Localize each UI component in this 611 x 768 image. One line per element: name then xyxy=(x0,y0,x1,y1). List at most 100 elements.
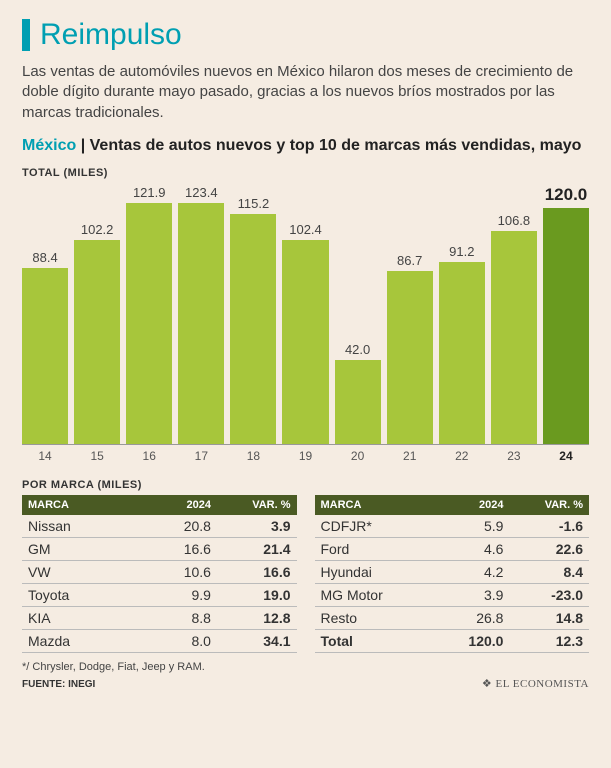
cell-val: 26.8 xyxy=(424,610,504,626)
bar-value-label: 106.8 xyxy=(498,213,531,228)
subtitle: México | Ventas de autos nuevos y top 10… xyxy=(22,137,589,155)
cell-brand: CDFJR* xyxy=(321,518,424,534)
bar-17: 123.4 xyxy=(178,185,224,444)
x-tick: 15 xyxy=(74,449,120,463)
chart-x-axis: 1415161718192021222324 xyxy=(22,449,589,463)
bar-rect xyxy=(126,203,172,444)
cell-brand: Toyota xyxy=(28,587,131,603)
tables-wrapper: MARCA2024VAR. %Nissan20.83.9GM16.621.4VW… xyxy=(22,495,589,653)
bar-20: 42.0 xyxy=(335,185,381,444)
table-row: Nissan20.83.9 xyxy=(22,515,297,538)
bar-value-label: 102.2 xyxy=(81,222,114,237)
bar-rect xyxy=(335,360,381,444)
intro-text: Las ventas de automóviles nuevos en Méxi… xyxy=(22,62,589,123)
table-row: Toyota9.919.0 xyxy=(22,584,297,607)
bar-rect xyxy=(387,271,433,444)
cell-brand: Hyundai xyxy=(321,564,424,580)
cell-var: -23.0 xyxy=(503,587,583,603)
cell-var: 3.9 xyxy=(211,518,291,534)
bar-value-label: 102.4 xyxy=(289,222,322,237)
bar-value-label: 123.4 xyxy=(185,185,218,200)
source-text: FUENTE: INEGI xyxy=(22,679,95,690)
cell-var: 12.3 xyxy=(503,633,583,649)
subtitle-rest: Ventas de autos nuevos y top 10 de marca… xyxy=(90,137,582,154)
cell-val: 4.2 xyxy=(424,564,504,580)
bar-value-label: 42.0 xyxy=(345,342,370,357)
bar-rect xyxy=(439,262,485,444)
bar-chart: 88.4 102.2 121.9 123.4 115.2 102.4 42.0 86.7 91.… xyxy=(22,185,589,445)
x-tick: 23 xyxy=(491,449,537,463)
table-row: Ford4.622.6 xyxy=(315,538,590,561)
cell-brand: VW xyxy=(28,564,131,580)
bar-rect xyxy=(22,268,68,444)
title-row: Reimpulso xyxy=(22,18,589,52)
bar-15: 102.2 xyxy=(74,185,120,444)
cell-brand: GM xyxy=(28,541,131,557)
x-tick: 16 xyxy=(126,449,172,463)
bar-23: 106.8 xyxy=(491,185,537,444)
bar-14: 88.4 xyxy=(22,185,68,444)
bar-24: 120.0 xyxy=(543,185,589,444)
cell-var: 8.4 xyxy=(503,564,583,580)
cell-brand: Total xyxy=(321,633,424,649)
table-row: Mazda8.034.1 xyxy=(22,630,297,653)
cell-var: 19.0 xyxy=(211,587,291,603)
cell-var: 34.1 xyxy=(211,633,291,649)
cell-var: -1.6 xyxy=(503,518,583,534)
table-header: MARCA2024VAR. % xyxy=(22,495,297,515)
cell-val: 8.8 xyxy=(131,610,211,626)
table-row: Total120.012.3 xyxy=(315,630,590,653)
cell-var: 14.8 xyxy=(503,610,583,626)
bar-value-label: 91.2 xyxy=(449,244,474,259)
x-tick: 19 xyxy=(282,449,328,463)
table-row: CDFJR*5.9-1.6 xyxy=(315,515,590,538)
cell-val: 5.9 xyxy=(424,518,504,534)
footer-row: FUENTE: INEGI ❖ EL ECONOMISTA xyxy=(22,677,589,690)
table-row: GM16.621.4 xyxy=(22,538,297,561)
col-val: 2024 xyxy=(424,499,504,511)
x-tick: 14 xyxy=(22,449,68,463)
bar-value-label: 121.9 xyxy=(133,185,166,200)
cell-brand: MG Motor xyxy=(321,587,424,603)
accent-bar xyxy=(22,19,30,51)
diamond-icon: ❖ xyxy=(482,678,492,690)
cell-var: 12.8 xyxy=(211,610,291,626)
table-header: MARCA2024VAR. % xyxy=(315,495,590,515)
cell-brand: KIA xyxy=(28,610,131,626)
publisher-name: EL ECONOMISTA xyxy=(495,678,589,690)
bar-21: 86.7 xyxy=(387,185,433,444)
cell-val: 9.9 xyxy=(131,587,211,603)
chart-y-label: TOTAL (MILES) xyxy=(22,167,589,179)
bar-22: 91.2 xyxy=(439,185,485,444)
cell-val: 20.8 xyxy=(131,518,211,534)
cell-brand: Ford xyxy=(321,541,424,557)
footnote: */ Chrysler, Dodge, Fiat, Jeep y RAM. xyxy=(22,661,589,673)
cell-val: 4.6 xyxy=(424,541,504,557)
cell-brand: Resto xyxy=(321,610,424,626)
table-row: Hyundai4.28.4 xyxy=(315,561,590,584)
col-var: VAR. % xyxy=(503,499,583,511)
bar-rect xyxy=(230,214,276,444)
cell-val: 16.6 xyxy=(131,541,211,557)
bar-value-label: 120.0 xyxy=(545,185,588,205)
bar-rect xyxy=(491,231,537,444)
table-row: KIA8.812.8 xyxy=(22,607,297,630)
bar-rect xyxy=(178,203,224,444)
cell-var: 16.6 xyxy=(211,564,291,580)
subtitle-mexico: México xyxy=(22,137,76,154)
x-tick: 21 xyxy=(387,449,433,463)
cell-brand: Mazda xyxy=(28,633,131,649)
col-val: 2024 xyxy=(131,499,211,511)
bar-rect xyxy=(282,240,328,444)
table-row: MG Motor3.9-23.0 xyxy=(315,584,590,607)
bar-rect xyxy=(74,240,120,444)
x-tick: 18 xyxy=(230,449,276,463)
cell-brand: Nissan xyxy=(28,518,131,534)
cell-var: 21.4 xyxy=(211,541,291,557)
x-tick: 17 xyxy=(178,449,224,463)
cell-var: 22.6 xyxy=(503,541,583,557)
bar-value-label: 115.2 xyxy=(238,196,270,211)
bar-18: 115.2 xyxy=(230,185,276,444)
main-title: Reimpulso xyxy=(40,18,182,52)
bar-19: 102.4 xyxy=(282,185,328,444)
